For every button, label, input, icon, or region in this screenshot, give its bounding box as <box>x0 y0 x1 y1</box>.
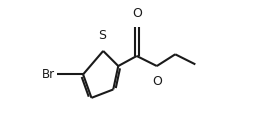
Text: Br: Br <box>42 68 55 81</box>
Text: S: S <box>98 29 106 42</box>
Text: O: O <box>132 7 142 20</box>
Text: O: O <box>152 75 162 88</box>
